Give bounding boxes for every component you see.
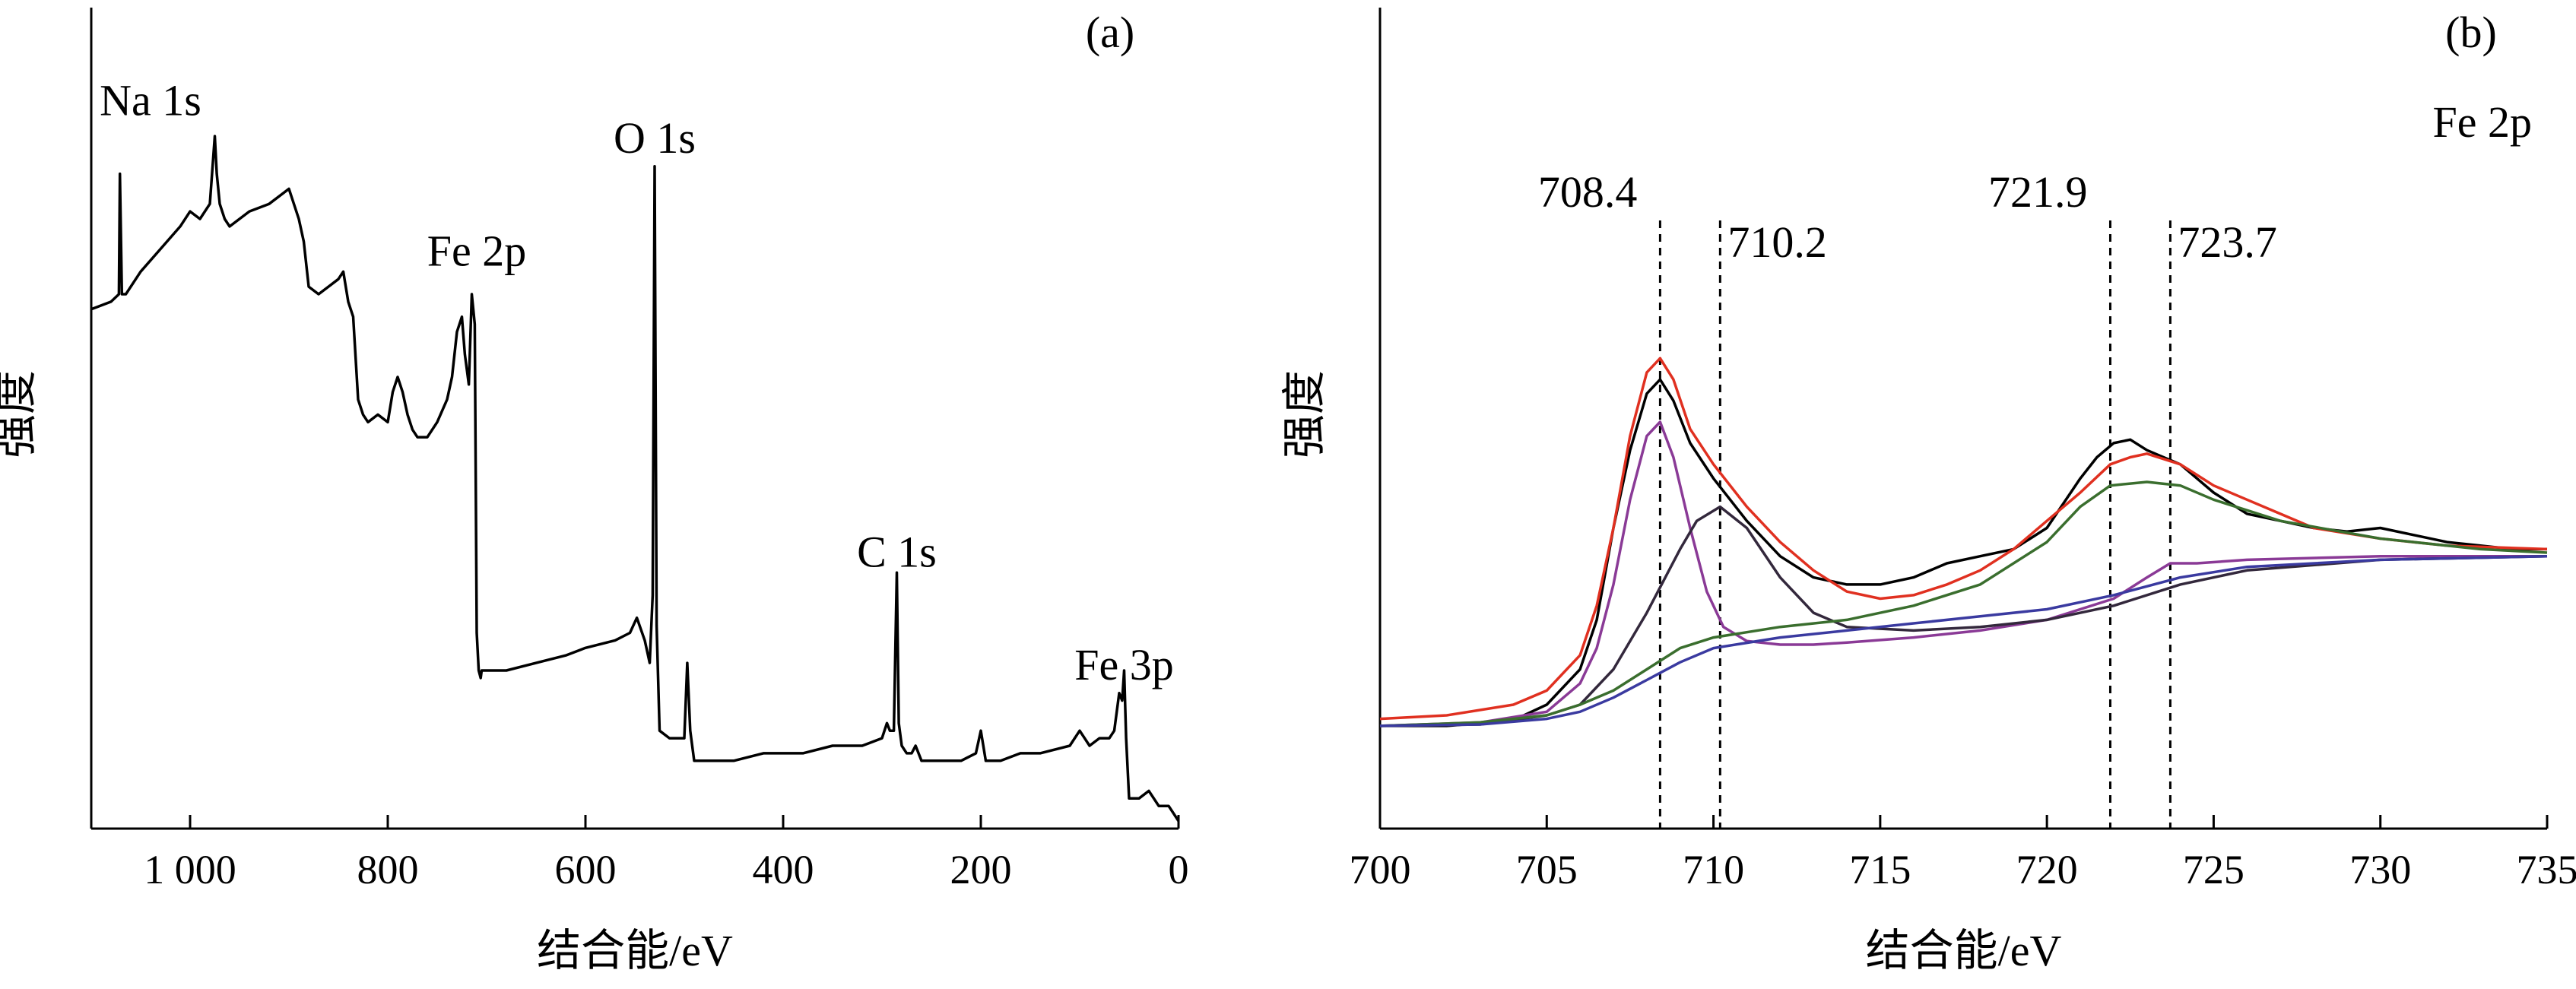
peak-annotation: Fe 2p	[427, 226, 527, 275]
x-tick-label: 710	[1683, 847, 1744, 892]
reference-line-label: 723.7	[2178, 217, 2277, 267]
x-tick-label: 715	[1849, 847, 1911, 892]
x-tick-label: 730	[2349, 847, 2411, 892]
x-tick-label: 720	[2016, 847, 2078, 892]
x-tick-label: 400	[753, 847, 814, 892]
x-tick-label: 1 000	[144, 847, 236, 892]
x-tick-label: 200	[950, 847, 1012, 892]
y-axis-label: 强度	[1280, 370, 1329, 458]
reference-line-label: 708.4	[1538, 167, 1638, 217]
panel-label: (b)	[2445, 8, 2497, 57]
x-tick-label: 0	[1169, 847, 1189, 892]
series-line-2	[1379, 420, 2547, 727]
series-line-5	[1379, 554, 2548, 727]
reference-line-label: 721.9	[1988, 167, 2088, 217]
x-tick-label: 725	[2183, 847, 2244, 892]
panel-a-survey-spectrum: 1 000 800 600 400 200 0 结合能/eV 强度 (a) Na 1s O 1s Fe…	[0, 8, 1189, 975]
reference-line-label: 710.2	[1727, 217, 1827, 267]
series-line-1	[1379, 357, 2548, 721]
x-tick-label: 700	[1350, 847, 1411, 892]
peak-annotation: C 1s	[857, 527, 937, 576]
chart-subtitle: Fe 2p	[2433, 97, 2533, 147]
x-axis-label: 结合能/eV	[537, 926, 733, 975]
series-line-3	[1379, 505, 2548, 727]
series-line-0	[1380, 378, 2547, 727]
x-tick-label: 705	[1516, 847, 1578, 892]
peak-annotation: O 1s	[614, 113, 696, 163]
series-line-0	[90, 135, 1180, 822]
series-line-4	[1379, 480, 2548, 727]
x-axis-label: 结合能/eV	[1866, 926, 2062, 975]
panel-b-fe2p-spectrum: 700 705 710 715 720 725 730 735 结合能/eV 强度 (b) Fe 2p…	[1280, 8, 2576, 975]
x-tick-label: 800	[357, 847, 419, 892]
peak-annotation: Fe 3p	[1074, 640, 1174, 689]
x-tick-label: 735	[2517, 847, 2576, 892]
y-axis-label: 强度	[0, 370, 40, 458]
panel-label: (a)	[1086, 8, 1134, 57]
peak-annotation: Na 1s	[100, 75, 201, 125]
x-tick-label: 600	[555, 847, 617, 892]
